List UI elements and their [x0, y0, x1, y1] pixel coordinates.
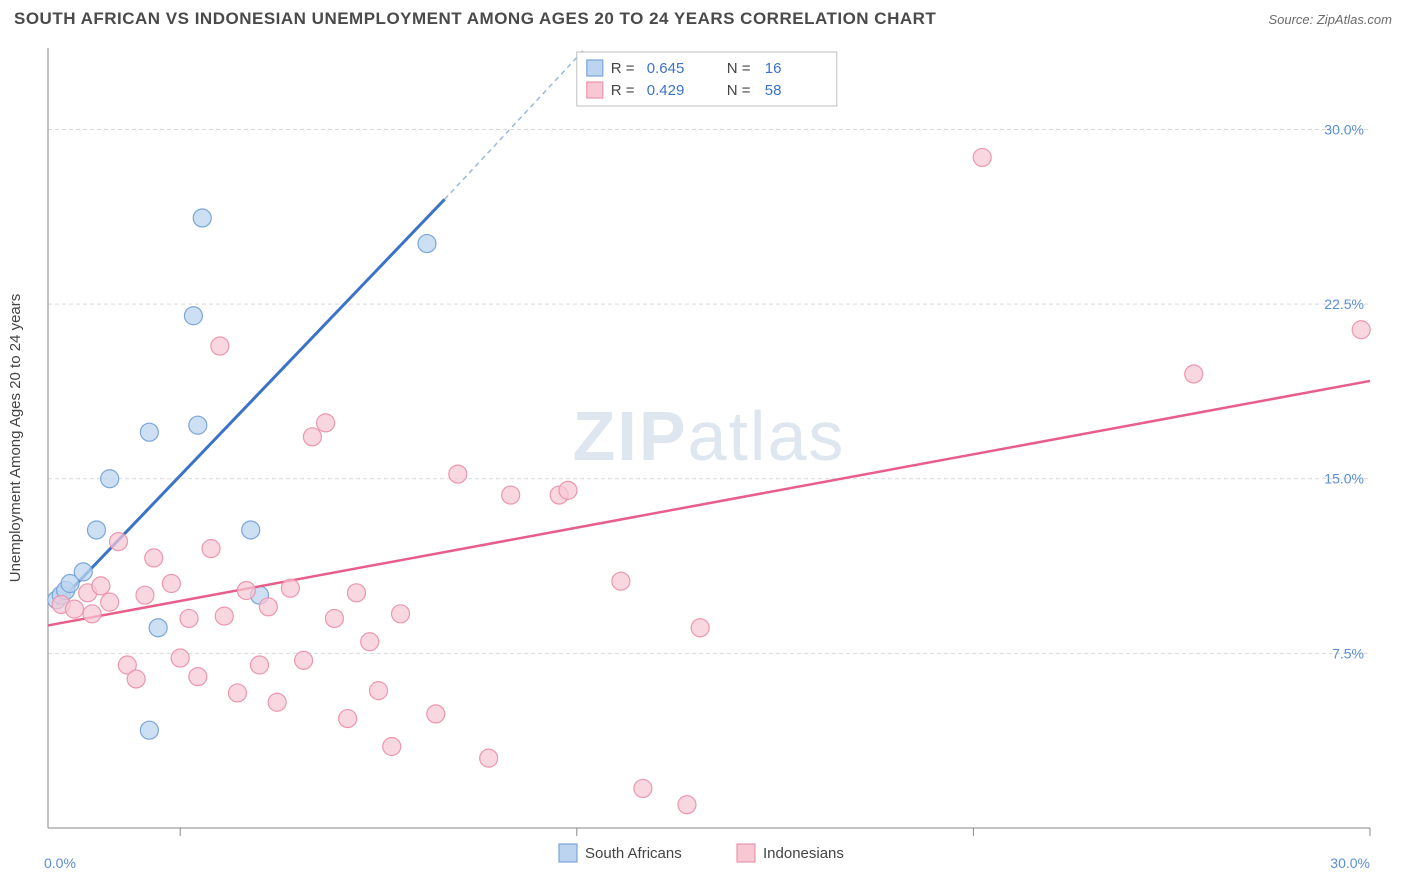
data-point-indonesians [268, 693, 286, 711]
y-tick-label: 30.0% [1324, 121, 1364, 137]
legend-swatch [737, 844, 755, 862]
data-point-indonesians [339, 710, 357, 728]
data-point-indonesians [101, 593, 119, 611]
legend-series-label: South Africans [585, 845, 682, 862]
source-name: ZipAtlas.com [1317, 12, 1392, 27]
data-point-indonesians [92, 577, 110, 595]
data-point-indonesians [211, 337, 229, 355]
data-point-indonesians [202, 540, 220, 558]
data-point-indonesians [612, 572, 630, 590]
data-point-indonesians [189, 668, 207, 686]
data-point-indonesians [383, 738, 401, 756]
data-point-indonesians [162, 575, 180, 593]
data-point-indonesians [678, 796, 696, 814]
data-point-indonesians [325, 609, 343, 627]
data-point-south_africans [193, 209, 211, 227]
chart-container: 7.5% 15.0% 22.5% 30.0% ZIPatlas 0.0% 30.0% Unem… [0, 38, 1406, 892]
x-min-label: 0.0% [44, 855, 76, 871]
data-point-indonesians [180, 609, 198, 627]
legend-n-label: N = [727, 82, 751, 99]
data-point-indonesians [228, 684, 246, 702]
data-point-south_africans [140, 423, 158, 441]
data-point-indonesians [559, 481, 577, 499]
legend-r-value: 0.429 [647, 82, 685, 99]
data-point-south_africans [87, 521, 105, 539]
legend-r-value: 0.645 [647, 60, 685, 77]
y-tick-label: 15.0% [1324, 471, 1364, 487]
source-prefix: Source: [1268, 12, 1316, 27]
y-axis-title: Unemployment Among Ages 20 to 24 years [7, 294, 24, 583]
data-point-indonesians [171, 649, 189, 667]
data-point-south_africans [189, 416, 207, 434]
data-point-indonesians [427, 705, 445, 723]
scatter-chart: 7.5% 15.0% 22.5% 30.0% ZIPatlas 0.0% 30.0% Unem… [0, 38, 1406, 892]
data-point-indonesians [691, 619, 709, 637]
legend-series-label: Indonesians [763, 845, 844, 862]
legend-swatch [587, 82, 603, 98]
data-point-indonesians [370, 682, 388, 700]
data-point-indonesians [1352, 321, 1370, 339]
data-point-indonesians [1185, 365, 1203, 383]
chart-title: SOUTH AFRICAN VS INDONESIAN UNEMPLOYMENT… [14, 9, 936, 29]
data-point-indonesians [361, 633, 379, 651]
data-point-south_africans [74, 563, 92, 581]
legend-n-value: 58 [765, 82, 782, 99]
data-point-indonesians [502, 486, 520, 504]
y-tick-label: 7.5% [1332, 645, 1364, 661]
data-point-south_africans [184, 307, 202, 325]
data-point-indonesians [347, 584, 365, 602]
y-tick-label: 22.5% [1324, 296, 1364, 312]
trend-line-ext-south_africans [445, 48, 586, 199]
chart-header: SOUTH AFRICAN VS INDONESIAN UNEMPLOYMENT… [0, 0, 1406, 38]
data-point-indonesians [634, 779, 652, 797]
legend-r-label: R = [611, 82, 635, 99]
watermark: ZIPatlas [573, 397, 846, 475]
data-point-indonesians [973, 148, 991, 166]
legend-n-label: N = [727, 60, 751, 77]
legend-swatch [559, 844, 577, 862]
data-point-indonesians [83, 605, 101, 623]
data-point-indonesians [127, 670, 145, 688]
data-point-indonesians [136, 586, 154, 604]
x-max-label: 30.0% [1330, 855, 1370, 871]
data-point-indonesians [215, 607, 233, 625]
data-point-indonesians [110, 533, 128, 551]
data-point-indonesians [317, 414, 335, 432]
legend-r-label: R = [611, 60, 635, 77]
data-point-indonesians [65, 600, 83, 618]
data-point-indonesians [259, 598, 277, 616]
legend-n-value: 16 [765, 60, 782, 77]
data-point-south_africans [418, 235, 436, 253]
data-point-indonesians [480, 749, 498, 767]
data-point-indonesians [295, 651, 313, 669]
data-point-south_africans [101, 470, 119, 488]
legend-swatch [587, 60, 603, 76]
data-point-indonesians [281, 579, 299, 597]
data-point-indonesians [145, 549, 163, 567]
source-attribution: Source: ZipAtlas.com [1268, 12, 1392, 27]
data-point-south_africans [242, 521, 260, 539]
data-point-indonesians [449, 465, 467, 483]
data-point-south_africans [140, 721, 158, 739]
data-point-indonesians [392, 605, 410, 623]
data-point-indonesians [251, 656, 269, 674]
data-point-indonesians [303, 428, 321, 446]
data-point-indonesians [237, 582, 255, 600]
data-point-south_africans [149, 619, 167, 637]
